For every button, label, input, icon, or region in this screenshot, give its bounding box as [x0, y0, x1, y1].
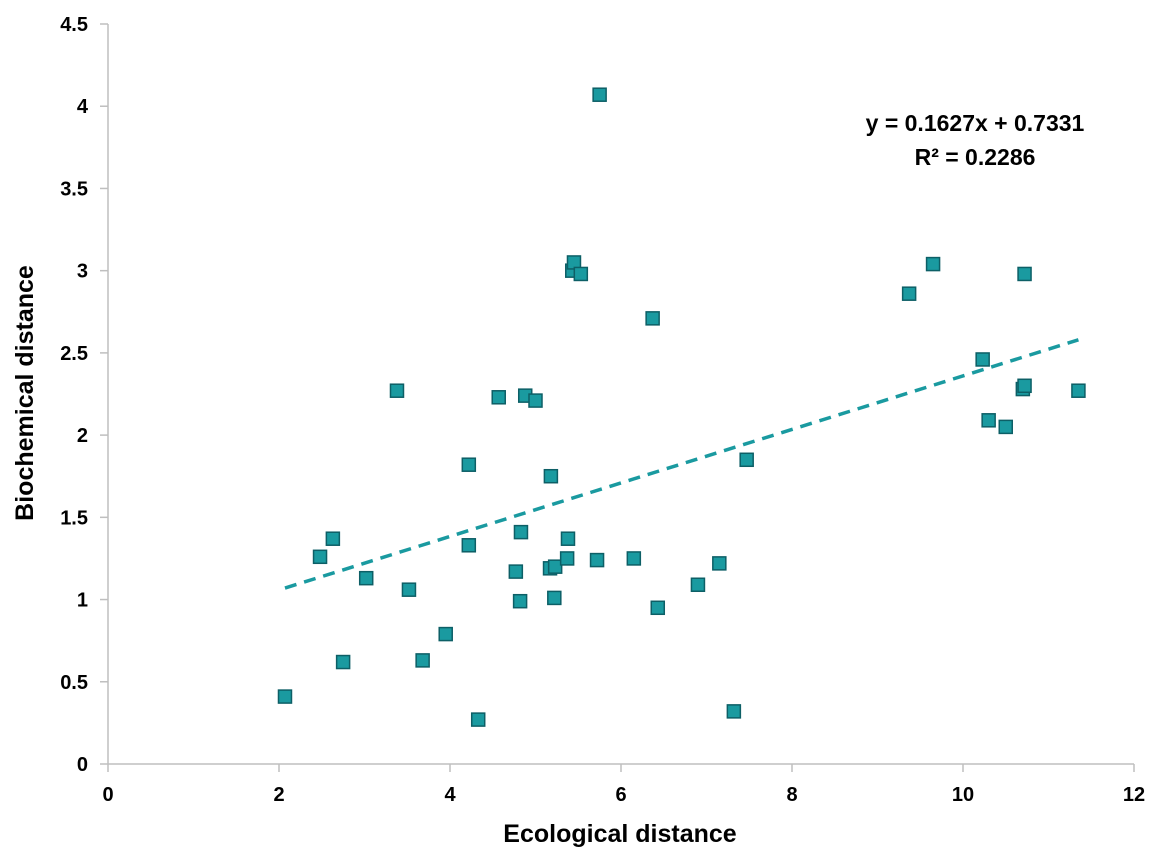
data-point [461, 538, 477, 553]
trendline [284, 338, 1079, 590]
data-point [573, 266, 589, 282]
data-point [650, 600, 666, 616]
data-point [325, 531, 341, 546]
axes: 0 2 4 6 8 10 12 0 0.5 1 1.5 2 2.5 3 3.5 4 4.5 [60, 14, 1145, 806]
data-point [739, 452, 754, 468]
labels-layer: Ecological distance Biochemical distance… [11, 110, 1085, 848]
x-tick-label: 2 [273, 784, 284, 806]
data-point [312, 549, 328, 565]
trendline-equation: y = 0.1627x + 0.7331 [866, 110, 1085, 136]
data-point [547, 590, 562, 606]
r-squared-label: R² = 0.2286 [915, 144, 1036, 170]
data-point [975, 352, 990, 367]
x-axis-title: Ecological distance [503, 820, 737, 848]
data-point [1017, 378, 1032, 394]
data-point [1017, 266, 1032, 282]
data-point [438, 626, 453, 642]
y-tick-label: 3 [77, 261, 88, 283]
data-point [491, 390, 506, 405]
y-tick-label: 3.5 [60, 178, 88, 200]
data-point [592, 87, 607, 102]
data-point [513, 524, 529, 540]
data-point [560, 531, 576, 546]
x-tick-label: 4 [444, 784, 456, 806]
data-point [559, 551, 575, 566]
data-point [335, 654, 351, 670]
data-point [277, 689, 293, 704]
data-point [712, 556, 727, 571]
data-point [415, 653, 430, 668]
data-point [901, 286, 917, 301]
data-point [512, 593, 528, 609]
y-tick-label: 1.5 [60, 507, 88, 529]
y-tick-label: 1 [77, 590, 88, 612]
data-point [626, 551, 642, 566]
data-point [470, 712, 486, 727]
data-point [690, 577, 706, 593]
x-tick-label: 10 [952, 784, 974, 806]
data-point [589, 552, 605, 568]
x-tick-label: 8 [786, 784, 797, 806]
y-axis-title: Biochemical distance [11, 265, 39, 521]
data-point [547, 559, 563, 574]
y-tick-label: 0 [77, 754, 88, 776]
data-point [461, 457, 477, 472]
data-point [358, 570, 374, 586]
data-point [1071, 383, 1086, 398]
points-layer [277, 87, 1086, 727]
data-point [925, 256, 941, 272]
data-point [998, 419, 1013, 435]
data-point [726, 704, 742, 719]
data-point [508, 564, 524, 579]
y-tick-label: 2.5 [60, 343, 88, 365]
data-point [981, 413, 996, 428]
data-point [401, 582, 417, 597]
data-point [543, 468, 559, 484]
y-tick-label: 4 [77, 96, 89, 118]
data-point [645, 311, 660, 326]
trendline-layer [284, 338, 1079, 590]
x-tick-label: 0 [102, 784, 113, 806]
data-point [528, 393, 543, 408]
y-tick-label: 0.5 [60, 672, 88, 694]
x-tick-label: 12 [1123, 784, 1145, 806]
y-tick-label: 2 [77, 425, 88, 447]
y-tick-label: 4.5 [60, 14, 88, 36]
x-tick-label: 6 [615, 784, 626, 806]
data-point [389, 383, 405, 398]
